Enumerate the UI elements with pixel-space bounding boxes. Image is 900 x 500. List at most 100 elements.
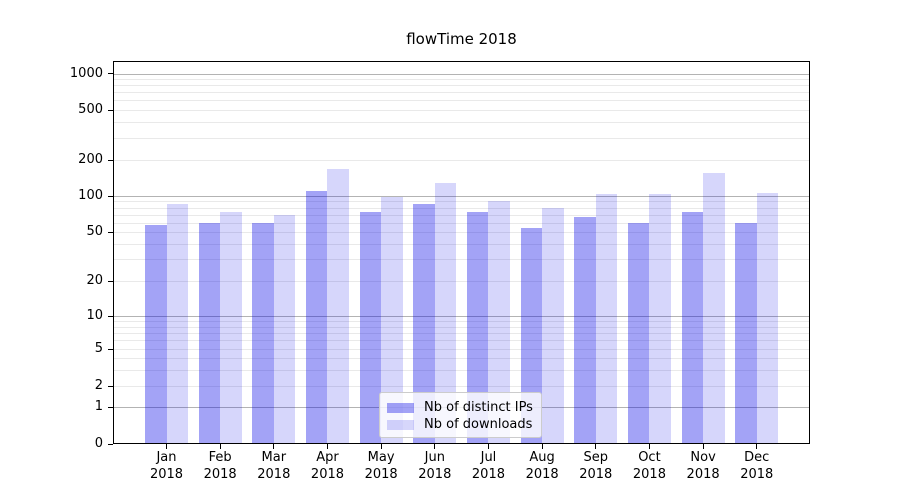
bar-nb-of-downloads-dec-2018 bbox=[756, 193, 779, 444]
x-tick-label-year-nov-2018: 2018 bbox=[686, 467, 720, 482]
gridline-minor-2 bbox=[113, 386, 810, 387]
bar-nb-of-downloads-aug-2018 bbox=[542, 208, 564, 444]
legend-swatch-nb-of-downloads bbox=[387, 419, 414, 430]
y-tick-mark-2 bbox=[108, 385, 113, 387]
gridline-minor-800 bbox=[113, 85, 810, 87]
bar-nb-of-distinct-ips-aug-2018 bbox=[520, 228, 543, 444]
x-tick-label-year-sep-2018: 2018 bbox=[579, 467, 613, 482]
x-tick-label-month-sep: Sep bbox=[583, 450, 609, 465]
x-tick-label-month-jun: Jun bbox=[424, 450, 445, 465]
bar-nb-of-downloads-feb-2018 bbox=[220, 212, 242, 444]
y-tick-label-100: 100 bbox=[78, 188, 103, 203]
bar-nb-of-downloads-oct-2018 bbox=[649, 194, 671, 444]
gridline-minor-300 bbox=[113, 137, 810, 139]
legend-row-nb-of-distinct-ips: Nb of distinct IPs bbox=[387, 399, 541, 416]
legend-label-nb-of-distinct-ips: Nb of distinct IPs bbox=[424, 400, 533, 415]
y-tick-mark-1 bbox=[108, 406, 113, 408]
y-tick-label-50: 50 bbox=[86, 224, 103, 239]
x-tick-mark-sep-2018 bbox=[595, 444, 597, 449]
gridline-minor-90 bbox=[113, 201, 810, 203]
x-tick-mark-feb-2018 bbox=[219, 444, 221, 449]
x-tick-label-jun-2018: Jun 2018 bbox=[408, 449, 462, 483]
gridline-minor-20 bbox=[113, 281, 810, 282]
x-tick-label-year-apr-2018: 2018 bbox=[310, 467, 345, 482]
bar-nb-of-distinct-ips-dec-2018 bbox=[735, 222, 757, 444]
y-tick-label-500: 500 bbox=[78, 102, 103, 117]
bar-nb-of-distinct-ips-jan-2018 bbox=[145, 225, 167, 444]
x-tick-label-month-may: May bbox=[367, 450, 395, 465]
y-tick-label-2: 2 bbox=[94, 378, 103, 393]
bar-nb-of-distinct-ips-oct-2018 bbox=[627, 223, 650, 444]
bar-nb-of-downloads-mar-2018 bbox=[273, 214, 296, 444]
x-tick-label-year-feb-2018: 2018 bbox=[203, 467, 237, 482]
x-tick-label-dec-2018: Dec 2018 bbox=[730, 449, 784, 483]
x-tick-label-month-apr: Apr bbox=[316, 450, 339, 465]
x-tick-label-year-aug-2018: 2018 bbox=[525, 467, 559, 482]
x-tick-label-month-aug: Aug bbox=[529, 450, 555, 465]
bar-nb-of-downloads-jul-2018 bbox=[488, 201, 510, 444]
x-tick-label-oct-2018: Oct 2018 bbox=[622, 449, 676, 483]
x-tick-mark-dec-2018 bbox=[756, 444, 758, 449]
x-tick-mark-nov-2018 bbox=[702, 444, 704, 449]
gridline-major-10 bbox=[113, 316, 810, 317]
bar-nb-of-distinct-ips-nov-2018 bbox=[681, 212, 704, 444]
x-tick-mark-oct-2018 bbox=[648, 444, 650, 449]
chart-title: flowTime 2018 bbox=[406, 30, 517, 48]
bar-nb-of-distinct-ips-jun-2018 bbox=[413, 204, 435, 444]
gridline-minor-70 bbox=[113, 214, 810, 216]
y-tick-label-10: 10 bbox=[86, 308, 103, 323]
gridline-minor-200 bbox=[113, 160, 810, 161]
bar-nb-of-downloads-nov-2018 bbox=[703, 172, 725, 444]
bar-nb-of-downloads-jun-2018 bbox=[434, 182, 457, 444]
bar-nb-of-distinct-ips-jul-2018 bbox=[466, 212, 489, 444]
gridline-minor-9 bbox=[113, 321, 810, 323]
bar-nb-of-distinct-ips-may-2018 bbox=[359, 212, 382, 444]
x-tick-label-month-jan: Jan bbox=[156, 450, 177, 465]
y-tick-mark-500 bbox=[108, 109, 113, 111]
y-tick-mark-5 bbox=[108, 348, 113, 350]
x-tick-label-year-may-2018: 2018 bbox=[364, 467, 398, 482]
gridline-minor-40 bbox=[113, 243, 810, 245]
gridline-minor-50 bbox=[113, 232, 810, 233]
y-tick-mark-100 bbox=[108, 195, 113, 197]
bar-nb-of-distinct-ips-feb-2018 bbox=[198, 222, 221, 444]
bar-nb-of-distinct-ips-sep-2018 bbox=[574, 216, 596, 444]
gridline-major-1000 bbox=[113, 73, 810, 75]
y-tick-mark-1000 bbox=[108, 73, 113, 74]
y-tick-mark-200 bbox=[108, 159, 113, 161]
gridline-minor-80 bbox=[113, 207, 810, 209]
x-tick-label-year-jun-2018: 2018 bbox=[418, 467, 452, 482]
x-tick-label-month-jul: Jul bbox=[480, 450, 497, 465]
gridline-minor-7 bbox=[113, 332, 810, 334]
x-tick-label-month-oct: Oct bbox=[638, 450, 661, 465]
bar-nb-of-distinct-ips-mar-2018 bbox=[252, 222, 274, 444]
gridline-minor-900 bbox=[113, 79, 810, 81]
plot-area: Nb of distinct IPs Nb of downloads bbox=[113, 61, 810, 444]
legend: Nb of distinct IPs Nb of downloads bbox=[379, 392, 542, 438]
x-tick-label-month-dec: Dec bbox=[744, 450, 770, 465]
x-tick-mark-jun-2018 bbox=[434, 444, 436, 449]
x-tick-label-jul-2018: Jul 2018 bbox=[461, 449, 515, 483]
gridline-minor-5 bbox=[113, 349, 810, 350]
x-tick-label-aug-2018: Aug 2018 bbox=[515, 449, 569, 483]
y-tick-label-0: 0 bbox=[94, 436, 103, 451]
x-tick-label-may-2018: May 2018 bbox=[354, 449, 408, 483]
bar-nb-of-downloads-apr-2018 bbox=[327, 169, 349, 444]
x-tick-label-jan-2018: Jan 2018 bbox=[140, 449, 194, 483]
x-tick-label-apr-2018: Apr 2018 bbox=[300, 449, 354, 483]
x-tick-label-year-jan-2018: 2018 bbox=[149, 467, 184, 482]
x-tick-label-year-oct-2018: 2018 bbox=[632, 467, 666, 482]
y-tick-label-1: 1 bbox=[94, 399, 103, 414]
y-tick-label-200: 200 bbox=[78, 152, 103, 167]
gridline-minor-6 bbox=[113, 340, 810, 342]
x-tick-mark-jul-2018 bbox=[487, 444, 489, 449]
x-tick-label-nov-2018: Nov 2018 bbox=[676, 449, 730, 483]
y-tick-mark-20 bbox=[108, 280, 113, 282]
legend-row-nb-of-downloads: Nb of downloads bbox=[387, 416, 541, 433]
y-tick-label-1000: 1000 bbox=[69, 65, 103, 81]
x-tick-label-month-mar: Mar bbox=[261, 450, 287, 465]
gridline-major-100 bbox=[113, 196, 810, 197]
gridline-minor-8 bbox=[113, 326, 810, 328]
x-tick-mark-mar-2018 bbox=[273, 444, 275, 449]
